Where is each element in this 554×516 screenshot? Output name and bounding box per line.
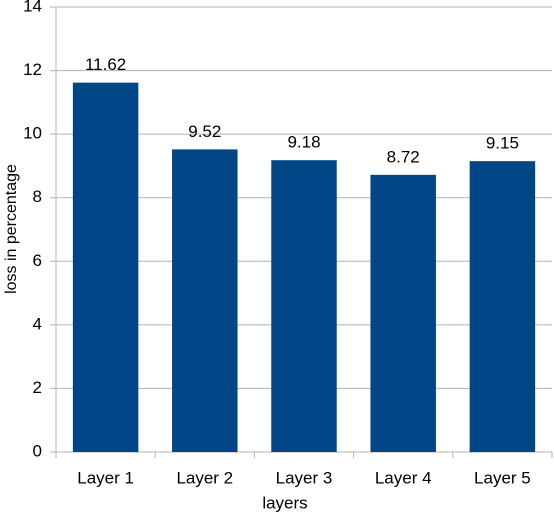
x-axis-label: layers xyxy=(262,493,307,512)
y-axis-label: loss in percentage xyxy=(3,164,20,294)
y-tick-label: 8 xyxy=(33,187,42,206)
y-tick-label: 2 xyxy=(33,378,42,397)
bar xyxy=(370,174,436,453)
x-tick-label: Layer 1 xyxy=(77,468,134,487)
y-tick-label: 10 xyxy=(23,124,42,143)
bar xyxy=(271,160,337,452)
value-label: 9.52 xyxy=(188,122,221,141)
value-label: 9.18 xyxy=(287,133,320,152)
x-tick-label: Layer 2 xyxy=(176,468,233,487)
bar xyxy=(469,161,536,453)
x-tick-label: Layer 5 xyxy=(474,468,531,487)
y-tick-label: 12 xyxy=(23,60,42,79)
y-tick-label: 14 xyxy=(23,0,42,15)
value-label: 9.15 xyxy=(486,134,519,153)
y-tick-label: 0 xyxy=(33,441,42,460)
y-tick-label: 6 xyxy=(33,251,42,270)
bar xyxy=(72,82,139,453)
x-tick-label: Layer 3 xyxy=(276,468,333,487)
bar xyxy=(172,149,238,452)
x-tick-label: Layer 4 xyxy=(375,468,432,487)
value-label: 8.72 xyxy=(387,147,420,166)
y-tick-label: 4 xyxy=(33,314,42,333)
value-label: 11.62 xyxy=(85,55,126,74)
